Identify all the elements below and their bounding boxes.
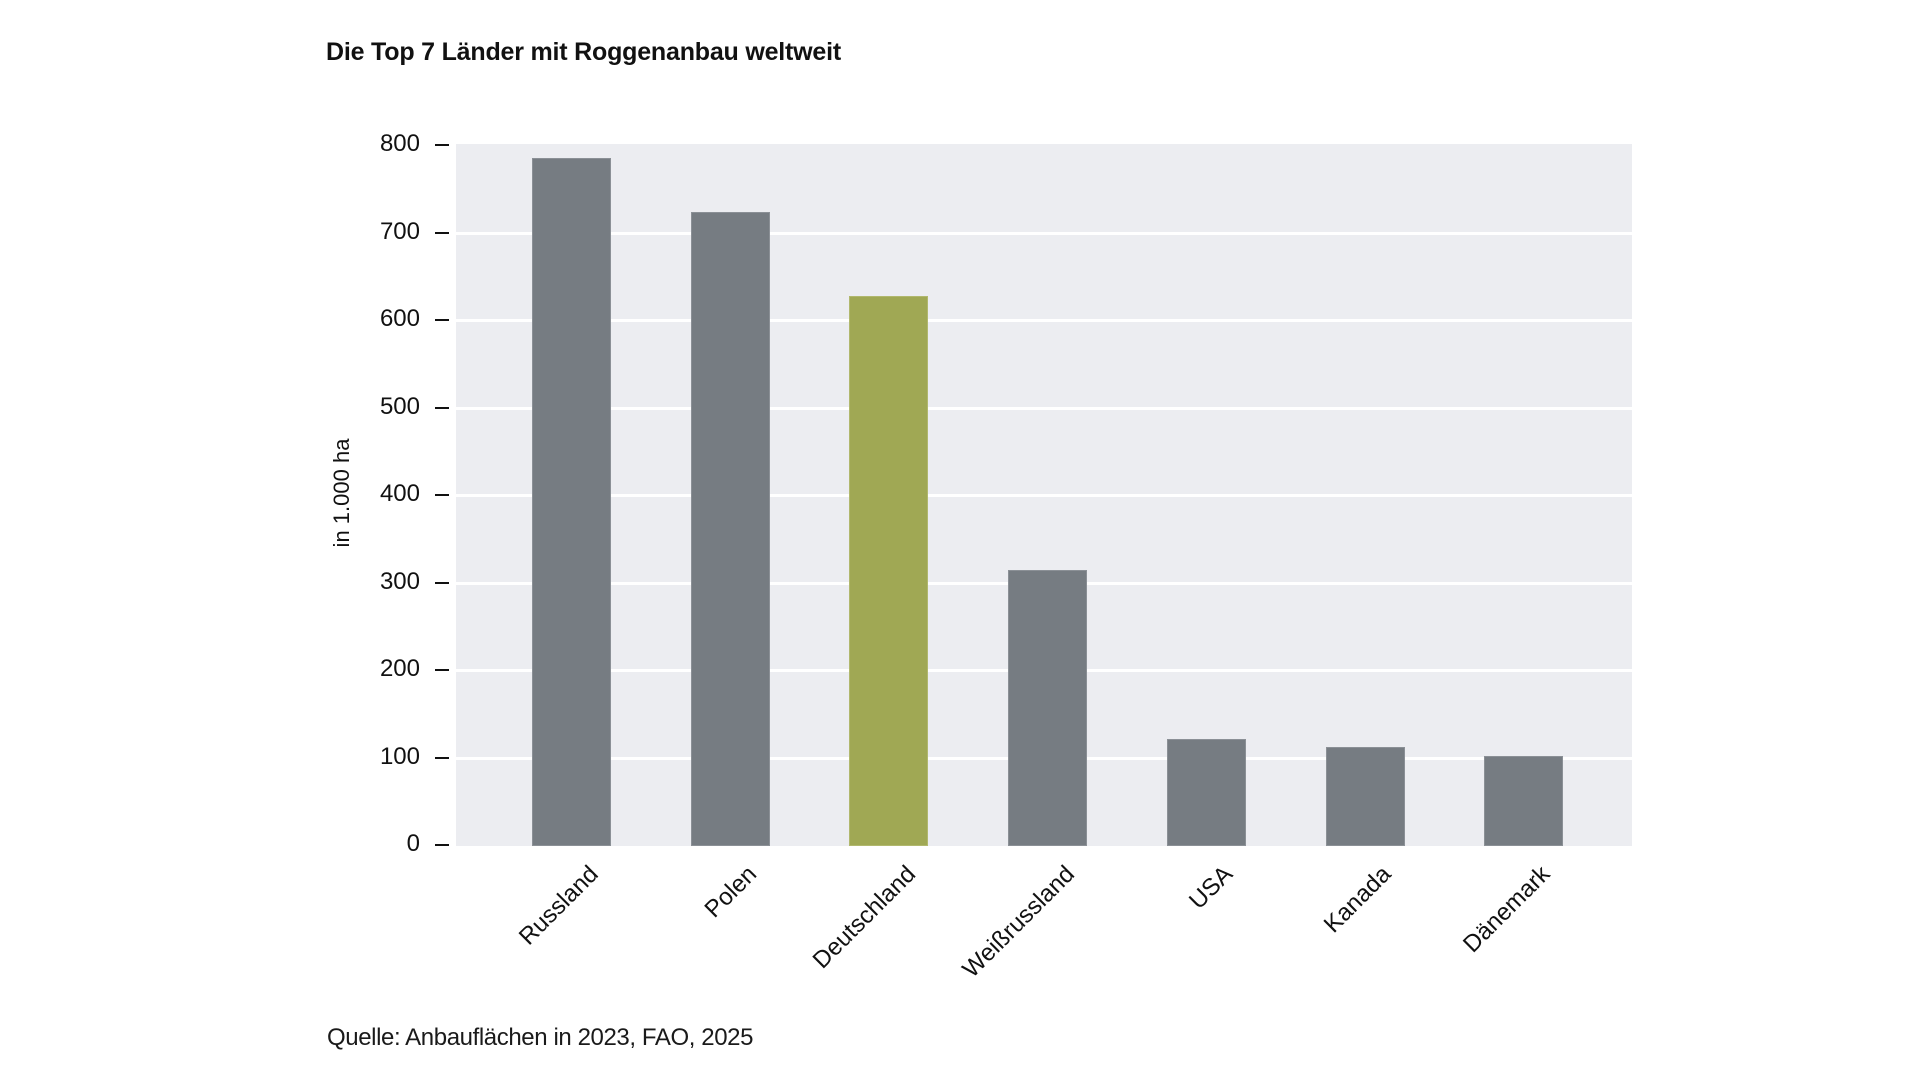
y-tick-label: 600 (379, 305, 420, 332)
bar-weißrussland (1008, 570, 1088, 846)
y-tick-label: 300 (379, 567, 420, 595)
y-tick-mark (435, 844, 449, 846)
x-tick-label: Russland (513, 860, 604, 951)
bar-russland (532, 158, 611, 846)
y-tick-mark (435, 669, 449, 671)
y-tick-mark (435, 406, 449, 409)
x-tick-label: Kanada (1318, 860, 1397, 939)
x-tick-label: USA (1184, 860, 1239, 915)
source-note: Quelle: Anbauflächen in 2023, FAO, 2025 (327, 1024, 754, 1051)
y-tick-mark (435, 494, 449, 496)
gridline (456, 494, 1632, 497)
bar-kanada (1325, 747, 1405, 846)
y-tick-label: 100 (379, 742, 420, 770)
y-tick-label: 200 (379, 655, 420, 682)
y-tick-label: 0 (406, 830, 420, 857)
y-axis-title: in 1.000 ha (329, 438, 354, 548)
gridline (456, 231, 1632, 235)
plot-area (456, 144, 1632, 846)
chart-title: Die Top 7 Länder mit Roggenanbau weltwei… (326, 38, 841, 66)
y-tick-mark (435, 756, 449, 759)
gridline (456, 406, 1632, 410)
x-tick-label: Dänemark (1457, 860, 1556, 958)
x-tick-label: Polen (699, 860, 763, 924)
bar-usa (1166, 739, 1246, 846)
y-tick-label: 800 (379, 130, 420, 157)
y-tick-mark (435, 319, 449, 321)
y-tick-label: 500 (379, 392, 420, 420)
bar-polen (690, 211, 770, 846)
bar-deutschland (849, 295, 929, 846)
x-tick-label: Deutschland (807, 860, 921, 975)
bar-dänemark (1484, 755, 1564, 846)
gridline (456, 319, 1632, 322)
y-tick-mark (435, 144, 449, 146)
y-tick-label: 400 (379, 480, 420, 507)
y-tick-label: 700 (379, 217, 420, 245)
y-tick-mark (435, 231, 449, 234)
x-tick-label: Weißrussland (957, 860, 1080, 984)
y-tick-mark (435, 581, 449, 584)
